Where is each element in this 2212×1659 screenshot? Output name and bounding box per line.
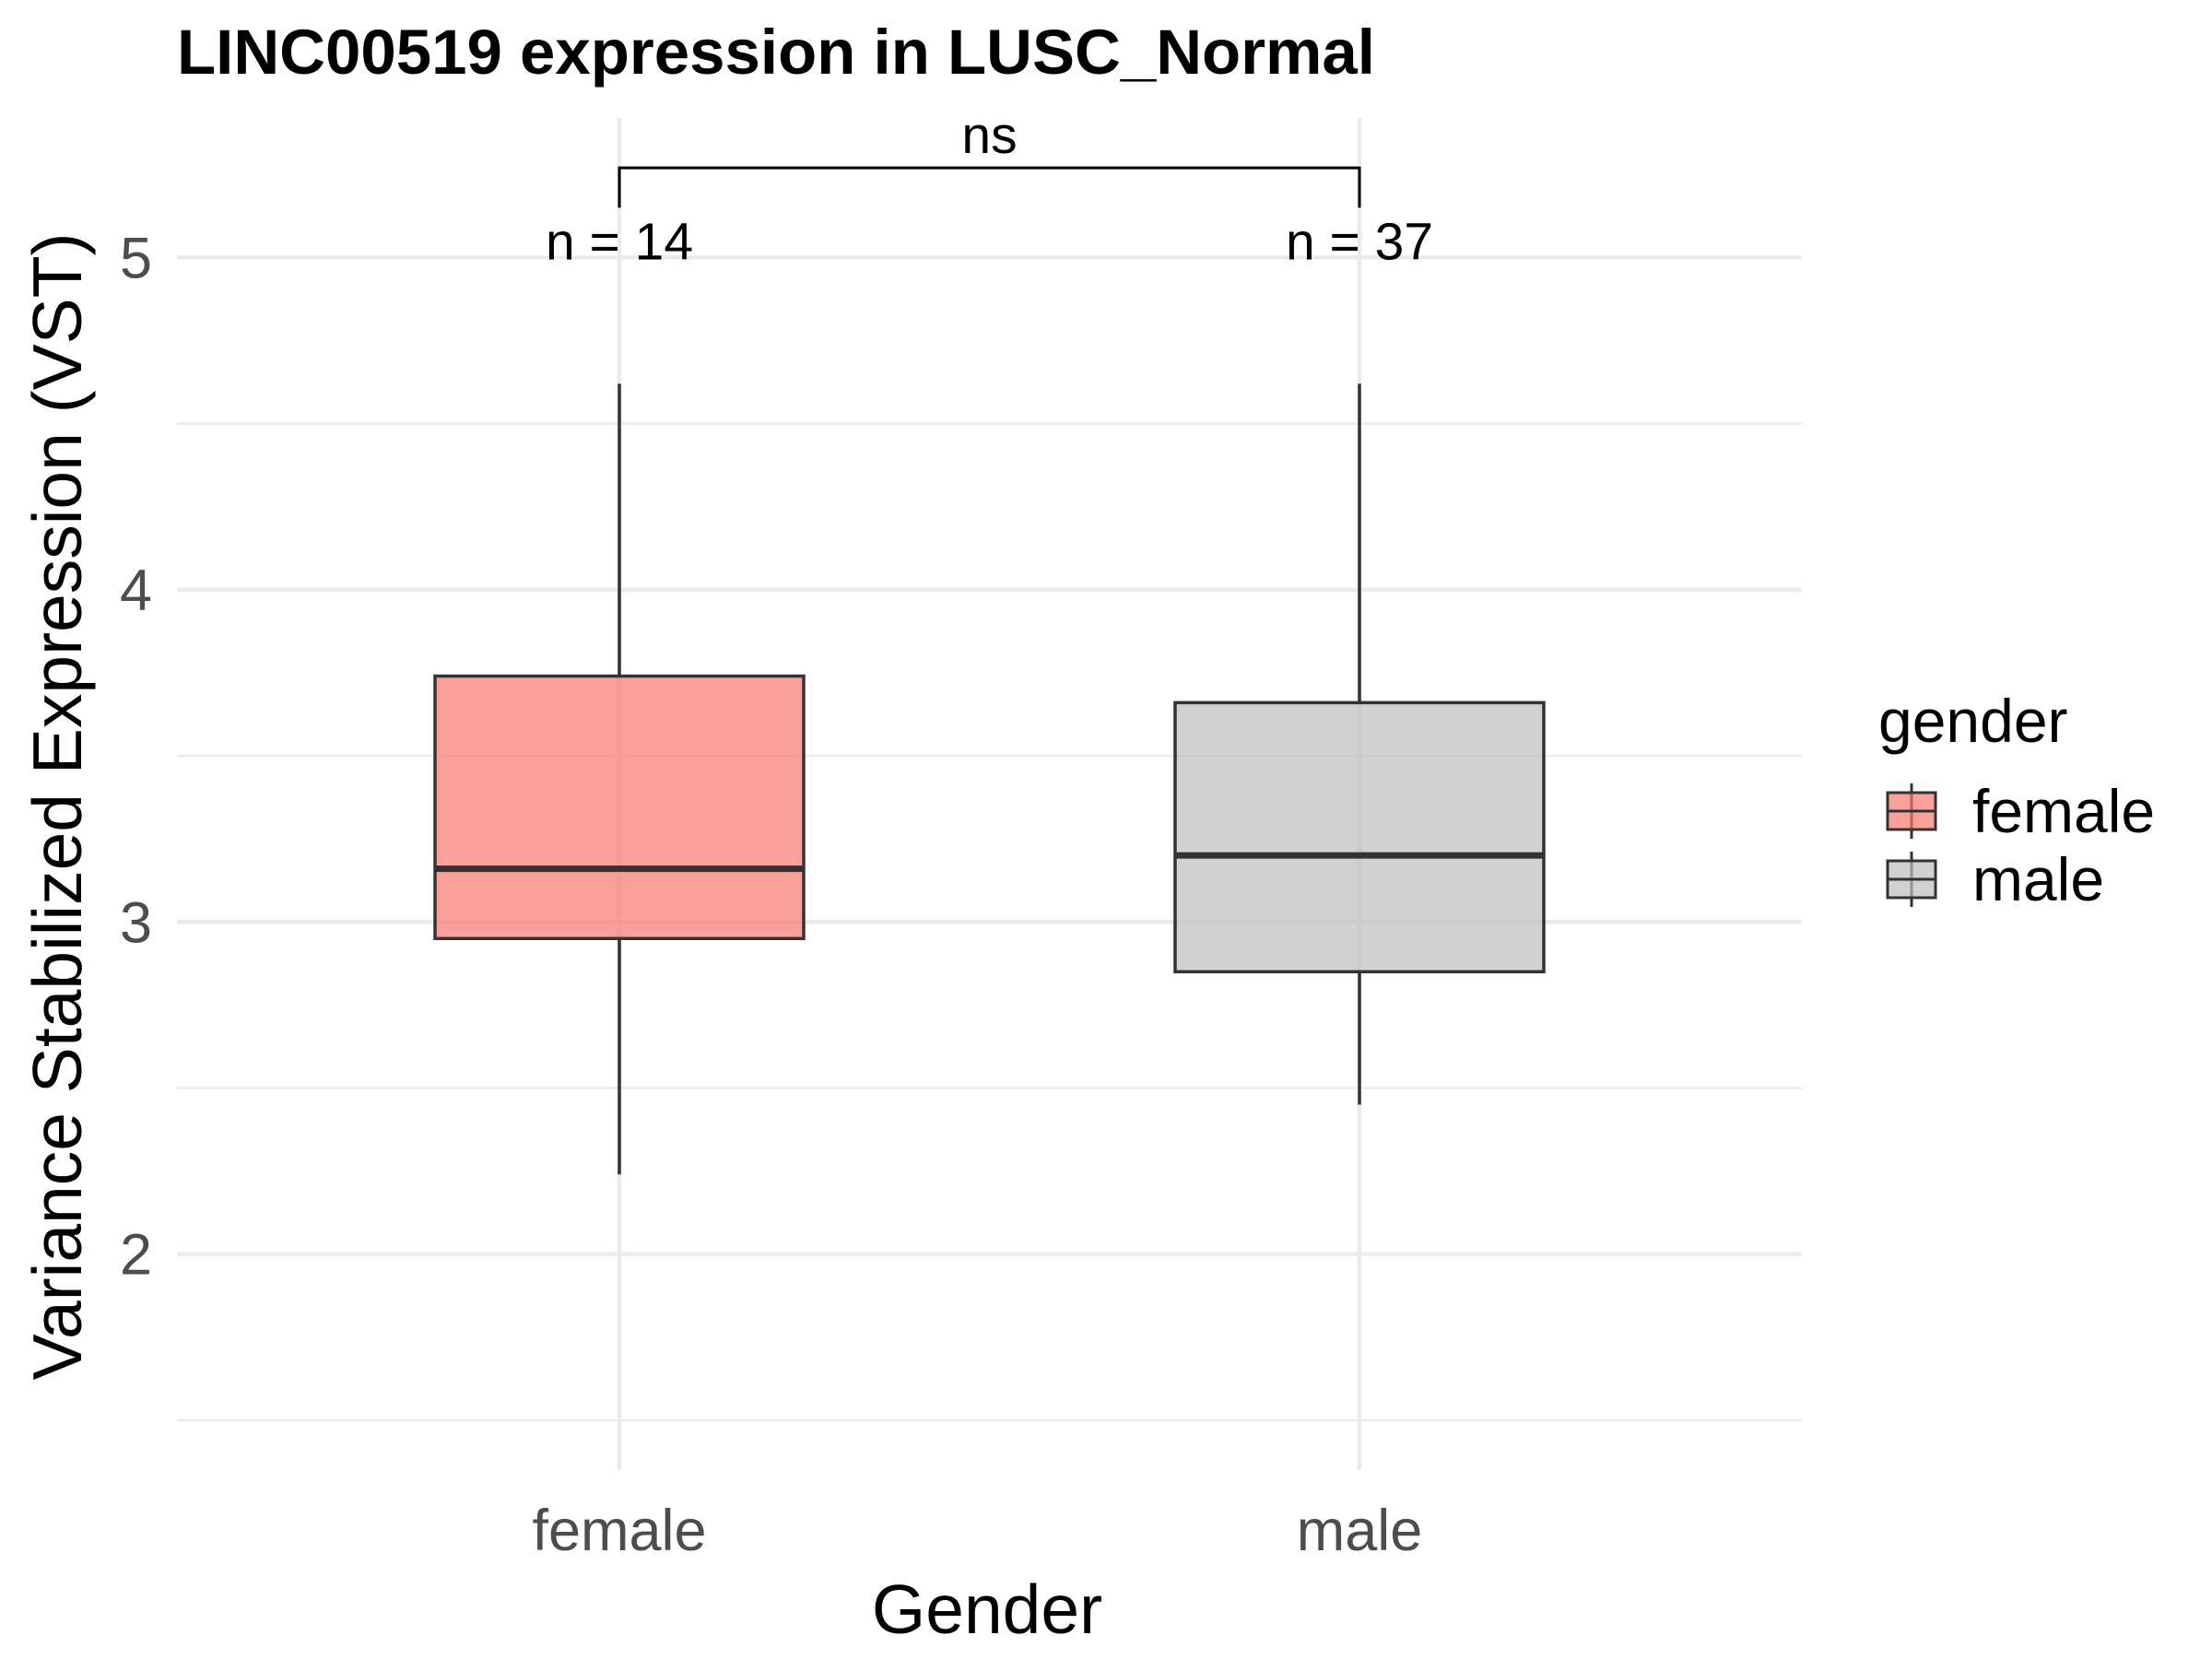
box-body — [433, 674, 806, 941]
x-tick-label: female — [532, 1499, 706, 1563]
y-tick-label: 4 — [120, 559, 152, 623]
significance-label: ns — [961, 106, 1017, 165]
chart-title: LINC00519 expression in LUSC_Normal — [177, 17, 1375, 88]
panel-grid — [177, 118, 1802, 1470]
legend-item-male: male — [1886, 845, 2104, 913]
box-male: n = 37 — [1173, 212, 1546, 1105]
significance-bracket: ns — [618, 106, 1361, 208]
box-female: n = 14 — [433, 212, 806, 1175]
box-body — [1173, 700, 1546, 974]
y-axis-title: Variance Stabilized Expression (VST) — [18, 233, 96, 1381]
y-tick-label: 2 — [120, 1223, 152, 1288]
legend-label: female — [1972, 777, 2155, 845]
legend-item-female: female — [1886, 777, 2155, 845]
x-axis-title: Gender — [872, 1571, 1102, 1648]
x-axis-ticks: female male — [532, 1499, 1422, 1563]
y-axis-ticks: 2 3 4 5 — [120, 226, 152, 1287]
legend-label: male — [1972, 845, 2104, 913]
boxplot-series: n = 14 n = 37 — [433, 212, 1546, 1175]
bracket-line — [618, 166, 1361, 208]
n-count-label: n = 37 — [1286, 212, 1433, 271]
y-tick-label: 5 — [120, 226, 152, 290]
legend-title: gender — [1878, 687, 2068, 755]
x-tick-label: male — [1297, 1499, 1423, 1563]
y-tick-label: 3 — [120, 890, 152, 955]
n-count-label: n = 14 — [546, 212, 693, 271]
